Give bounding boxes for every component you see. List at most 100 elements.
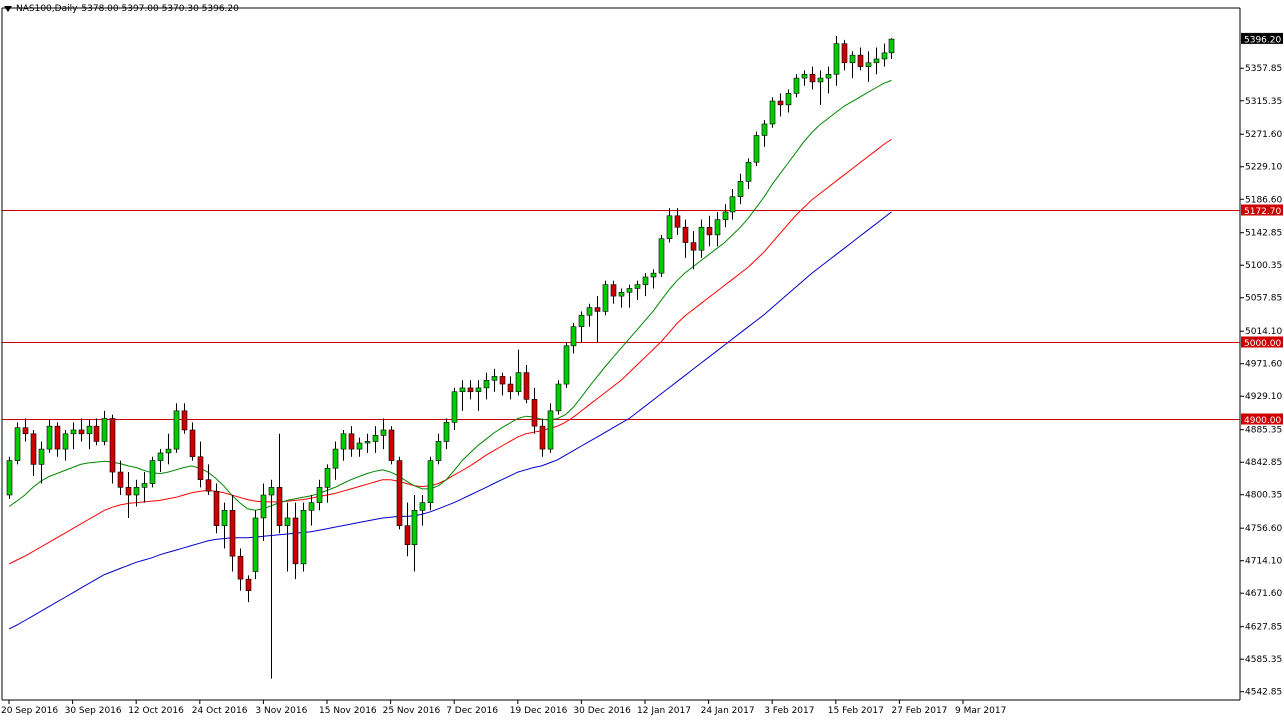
candle-body	[141, 483, 148, 488]
candle-body	[483, 379, 490, 389]
candle-body	[729, 196, 736, 213]
symbol-name: NAS100,Daily	[16, 4, 78, 14]
candle-body	[372, 435, 379, 442]
candle-body	[419, 502, 426, 511]
candle-body	[324, 467, 331, 488]
candle-body	[46, 425, 53, 450]
candle-body	[22, 427, 29, 435]
candle-body	[467, 387, 474, 393]
candle-body	[276, 487, 283, 526]
candle-body	[618, 291, 625, 297]
candle-body	[769, 100, 776, 125]
time-label: 15 Nov 2016	[319, 706, 377, 716]
candle-body	[674, 215, 681, 228]
candle-body	[594, 307, 601, 312]
candle-body	[62, 433, 69, 450]
ma-fast-line	[8, 79, 892, 511]
collapse-triangle-icon[interactable]	[4, 5, 12, 12]
symbol-header: NAS100,Daily 5378.00 5397.00 5370.30 5396…	[4, 4, 243, 14]
time-label: 20 Sep 2016	[1, 706, 58, 716]
current-price-label: 5396.20	[1244, 35, 1281, 45]
candle-body	[785, 93, 792, 106]
time-label: 19 Dec 2016	[510, 706, 568, 716]
price-label: 5357.85	[1245, 64, 1282, 74]
candle-body	[292, 517, 299, 565]
time-label: 3 Nov 2016	[255, 706, 307, 716]
price-label: 4885.35	[1245, 426, 1282, 436]
candle-body	[682, 226, 689, 243]
candle-body	[109, 418, 116, 473]
price-label: 4842.85	[1245, 458, 1282, 468]
candle-body	[101, 418, 108, 442]
candles-layer	[6, 36, 895, 679]
time-label: 12 Jan 2017	[637, 706, 691, 716]
candle-body	[411, 509, 418, 546]
ma-mid-line	[8, 138, 892, 565]
candle-body	[125, 487, 132, 496]
ma-slow-line	[8, 211, 892, 630]
candle-body	[14, 427, 21, 461]
candle-body	[427, 460, 434, 503]
candle-body	[515, 372, 522, 393]
candle-body	[491, 376, 498, 381]
time-label: 30 Sep 2016	[65, 706, 122, 716]
candle-body	[753, 135, 760, 163]
candle-body	[722, 211, 729, 220]
horizontal-line-label-bg-0	[1241, 204, 1283, 216]
price-label: 4585.35	[1245, 655, 1282, 665]
candle-body	[268, 487, 275, 496]
candle-body	[388, 429, 395, 461]
time-label: 24 Oct 2016	[192, 706, 248, 716]
candle-body	[737, 181, 744, 197]
time-label: 3 Feb 2017	[764, 706, 814, 716]
candle-body	[364, 441, 371, 444]
candle-body	[586, 307, 593, 316]
horizontal-lines-layer: 5172.70 5000.00 4900.00	[2, 204, 1283, 426]
time-label: 30 Dec 2016	[573, 706, 631, 716]
candle-body	[523, 372, 530, 400]
candle-body	[229, 509, 236, 557]
candle-body	[245, 578, 252, 591]
candle-body	[54, 425, 61, 450]
candle-body	[690, 242, 697, 251]
candle-body	[825, 73, 832, 79]
candle-body	[888, 38, 895, 54]
time-label: 9 Mar 2017	[955, 706, 1006, 716]
candle-body	[745, 161, 752, 182]
candle-body	[86, 425, 93, 435]
candle-body	[356, 442, 363, 450]
price-label: 5142.85	[1245, 229, 1282, 239]
candle-body	[332, 448, 339, 469]
price-label: 4714.10	[1245, 557, 1282, 567]
candle-body	[221, 509, 228, 526]
candle-body	[308, 502, 315, 511]
candle-body	[570, 326, 577, 347]
candle-body	[698, 226, 705, 251]
candle-body	[809, 73, 816, 83]
price-label: 5315.35	[1245, 97, 1282, 107]
candle-body	[833, 43, 840, 75]
candle-body	[547, 410, 554, 450]
price-label: 4627.85	[1245, 623, 1282, 633]
candle-body	[252, 517, 259, 572]
price-label: 4929.10	[1245, 392, 1282, 402]
candle-body	[6, 460, 13, 496]
candle-body	[157, 452, 164, 461]
time-label: 12 Oct 2016	[128, 706, 184, 716]
candle-body	[459, 387, 466, 393]
candle-body	[714, 219, 721, 236]
candle-body	[173, 410, 180, 450]
candle-body	[642, 276, 649, 285]
current-price-bg	[1241, 32, 1283, 44]
candle-body	[873, 58, 880, 64]
candle-body	[189, 429, 196, 458]
candle-body	[849, 54, 856, 64]
candle-body	[260, 494, 267, 519]
time-label: 25 Nov 2016	[383, 706, 441, 716]
price-label: 5229.10	[1245, 163, 1282, 173]
candle-body	[396, 460, 403, 526]
candle-body	[205, 479, 212, 492]
candle-body	[149, 460, 156, 484]
